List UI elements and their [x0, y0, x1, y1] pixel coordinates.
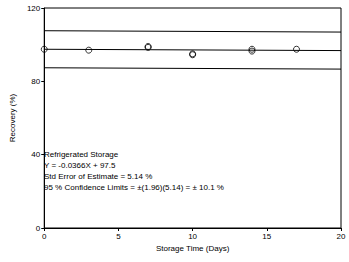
svg-text:Refrigerated Storage: Refrigerated Storage [44, 150, 119, 159]
svg-text:Recovery (%): Recovery (%) [8, 93, 17, 142]
svg-text:5: 5 [116, 232, 121, 241]
svg-text:15: 15 [262, 232, 271, 241]
svg-text:Storage Time (Days): Storage Time (Days) [156, 244, 230, 253]
svg-text:20: 20 [337, 232, 346, 241]
svg-text:0: 0 [36, 224, 41, 233]
svg-text:0: 0 [42, 232, 47, 241]
svg-text:Y = -0.0366X + 97.5: Y = -0.0366X + 97.5 [44, 161, 116, 170]
svg-text:Std Error of Estimate = 5.14 %: Std Error of Estimate = 5.14 % [44, 172, 152, 181]
svg-text:95 % Confidence Limits = ±(1.9: 95 % Confidence Limits = ±(1.96)(5.14) =… [44, 183, 224, 192]
svg-text:80: 80 [31, 77, 40, 86]
svg-text:40: 40 [31, 150, 40, 159]
svg-text:120: 120 [27, 4, 41, 13]
svg-text:10: 10 [188, 232, 197, 241]
